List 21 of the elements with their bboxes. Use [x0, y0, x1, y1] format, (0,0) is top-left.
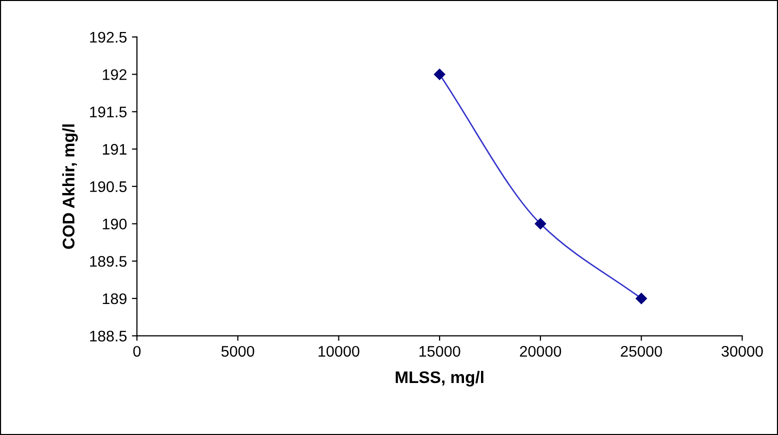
y-tick-label: 190	[102, 218, 127, 230]
y-tick-label: 192.5	[90, 32, 127, 43]
y-tick-label: 190.5	[90, 181, 127, 192]
y-tick-label: 189	[102, 293, 126, 304]
x-tick-label: 15000	[419, 346, 460, 357]
x-tick-label: 20000	[520, 346, 562, 357]
point	[636, 292, 647, 304]
y-tick-label: 191	[102, 144, 126, 155]
point	[434, 68, 446, 80]
y-tick-label: 189.5	[90, 256, 127, 267]
x-tick-label: 0	[133, 346, 141, 357]
y-tick-label: 191.5	[90, 106, 127, 118]
y-axis-title: COD Akhir, mg/l	[62, 124, 78, 249]
y-tick-label: 188.5	[90, 330, 127, 342]
x-tick-label: 10000	[318, 346, 360, 357]
x-axis-title: MLSS, mg/l	[396, 370, 484, 387]
x-tick-label: 25000	[620, 346, 662, 357]
x-tick-label: 5000	[221, 346, 254, 357]
point	[534, 218, 546, 230]
x-tick-label: 30000	[722, 346, 763, 357]
y-tick-label: 192	[102, 69, 126, 80]
